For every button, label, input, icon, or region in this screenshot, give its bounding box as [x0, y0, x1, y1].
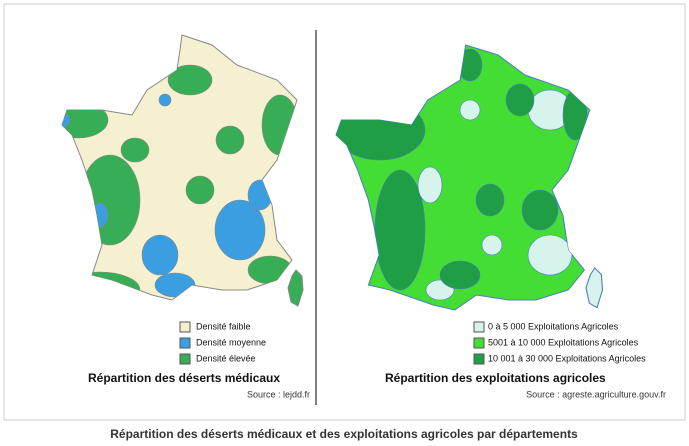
map-title: Répartition des déserts médicaux: [88, 371, 280, 385]
legend-label: Densité moyenne: [196, 337, 266, 347]
legend-label: Densité élevée: [196, 353, 256, 363]
legend-label: 0 à 5 000 Exploitations Agricoles: [488, 321, 619, 331]
legend-swatch: [473, 337, 485, 349]
legend-left: Densité faible Densité moyenne Densité é…: [179, 321, 266, 365]
legend-swatch: [179, 337, 191, 349]
legend-label: 10 001 à 30 000 Exploitations Agricoles: [488, 353, 646, 363]
legend-swatch: [473, 353, 485, 365]
legend-label: Densité faible: [196, 321, 251, 331]
legend-right: 0 à 5 000 Exploitations Agricoles 5001 à…: [473, 321, 646, 365]
caption: Répartition des déserts médicaux et des …: [110, 427, 578, 441]
source: Source : agreste.agriculture.gouv.fr: [526, 389, 666, 399]
source: Source : lejdd.fr: [247, 389, 310, 399]
map-title: Répartition des exploitations agricoles: [385, 371, 606, 385]
legend-swatch: [179, 321, 191, 333]
legend-swatch: [473, 321, 485, 333]
legend-label: 5001 à 10 000 Exploitations Agricoles: [488, 337, 639, 347]
legend-swatch: [179, 353, 191, 365]
